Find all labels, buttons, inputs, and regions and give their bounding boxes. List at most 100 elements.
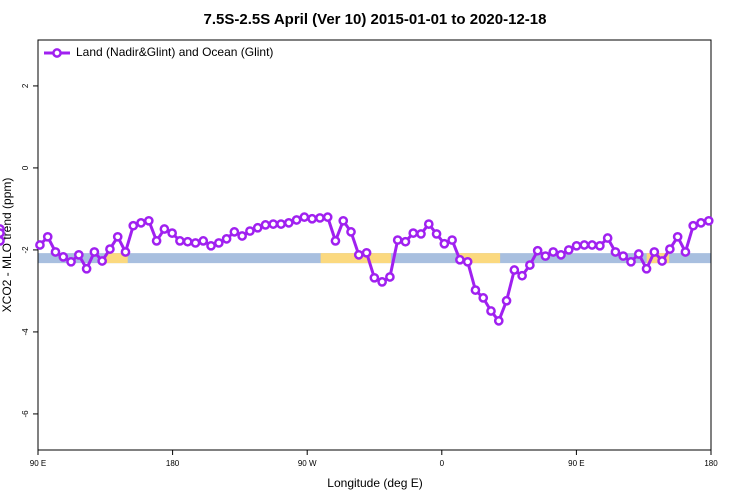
point — [665, 244, 675, 254]
point — [42, 231, 53, 242]
point — [206, 240, 216, 251]
point — [703, 215, 714, 226]
point — [105, 244, 115, 254]
point — [81, 263, 92, 274]
point — [680, 247, 691, 257]
point — [657, 256, 667, 266]
point — [377, 277, 387, 287]
y-tick-label: 0 — [21, 165, 30, 170]
point — [556, 249, 566, 260]
point — [633, 249, 644, 259]
point — [330, 236, 341, 246]
point — [0, 236, 5, 246]
point — [175, 236, 185, 246]
point — [470, 285, 481, 295]
point — [431, 229, 442, 239]
point — [73, 249, 84, 260]
point — [602, 233, 613, 243]
point — [276, 219, 286, 229]
point — [268, 219, 279, 229]
point — [89, 247, 100, 257]
point — [58, 252, 69, 262]
y-tick-label: -4 — [21, 328, 30, 336]
point — [595, 240, 605, 251]
point — [579, 240, 590, 250]
point — [182, 236, 193, 247]
y-tick-label: 2 — [21, 83, 30, 88]
point — [361, 247, 372, 258]
point — [688, 220, 699, 231]
point — [66, 256, 76, 267]
series-line — [38, 215, 710, 324]
x-axis-label: Longitude (deg E) — [327, 476, 422, 490]
point — [245, 226, 255, 236]
point — [486, 306, 496, 316]
point — [509, 265, 520, 275]
y-tick-label: -2 — [21, 246, 30, 254]
x-tick-label: 180 — [704, 459, 718, 468]
point — [532, 245, 543, 256]
point — [353, 249, 364, 260]
point — [299, 212, 310, 222]
point — [50, 247, 61, 257]
point — [462, 256, 473, 267]
point — [563, 245, 574, 255]
point — [190, 238, 201, 248]
point — [346, 227, 356, 237]
point — [159, 224, 170, 234]
point — [307, 213, 317, 224]
legend-label: Land (Nadir&Glint) and Ocean (Glint) — [76, 45, 273, 59]
point — [408, 228, 419, 238]
point — [229, 227, 240, 237]
point — [35, 240, 45, 250]
point — [439, 238, 450, 249]
point — [610, 247, 621, 257]
y-tick-label: -6 — [21, 410, 30, 418]
point — [213, 238, 224, 248]
point — [291, 215, 302, 225]
point — [571, 240, 582, 251]
x-tick-label: 90 E — [30, 459, 46, 468]
point — [283, 218, 294, 228]
point — [260, 220, 271, 230]
point — [198, 236, 209, 246]
point — [626, 256, 636, 267]
point — [237, 231, 247, 241]
point — [338, 215, 349, 226]
point — [672, 231, 683, 242]
point — [97, 256, 108, 266]
point — [501, 295, 512, 306]
point — [315, 213, 325, 223]
point — [400, 236, 411, 247]
point — [392, 235, 403, 245]
point — [548, 247, 559, 257]
point — [540, 251, 551, 261]
point — [525, 260, 535, 270]
point — [136, 218, 146, 228]
point — [143, 215, 154, 226]
point — [385, 272, 395, 282]
point — [322, 212, 333, 222]
point — [112, 231, 123, 242]
point — [517, 270, 527, 281]
point — [696, 218, 706, 228]
chart-title: 7.5S-2.5S April (Ver 10) 2015-01-01 to 2… — [204, 11, 547, 28]
point — [167, 228, 178, 238]
point — [221, 234, 232, 244]
point — [423, 219, 434, 229]
point — [493, 316, 504, 326]
x-tick-label: 90 W — [298, 459, 317, 468]
x-tick-label: 0 — [440, 459, 445, 468]
point — [447, 235, 457, 245]
point — [0, 228, 5, 238]
point — [641, 263, 652, 274]
point — [128, 220, 139, 231]
point — [416, 229, 426, 239]
point — [120, 247, 131, 257]
point — [252, 222, 263, 233]
point — [618, 251, 629, 261]
point — [455, 254, 465, 265]
point — [478, 293, 489, 303]
x-tick-label: 90 E — [568, 459, 584, 468]
